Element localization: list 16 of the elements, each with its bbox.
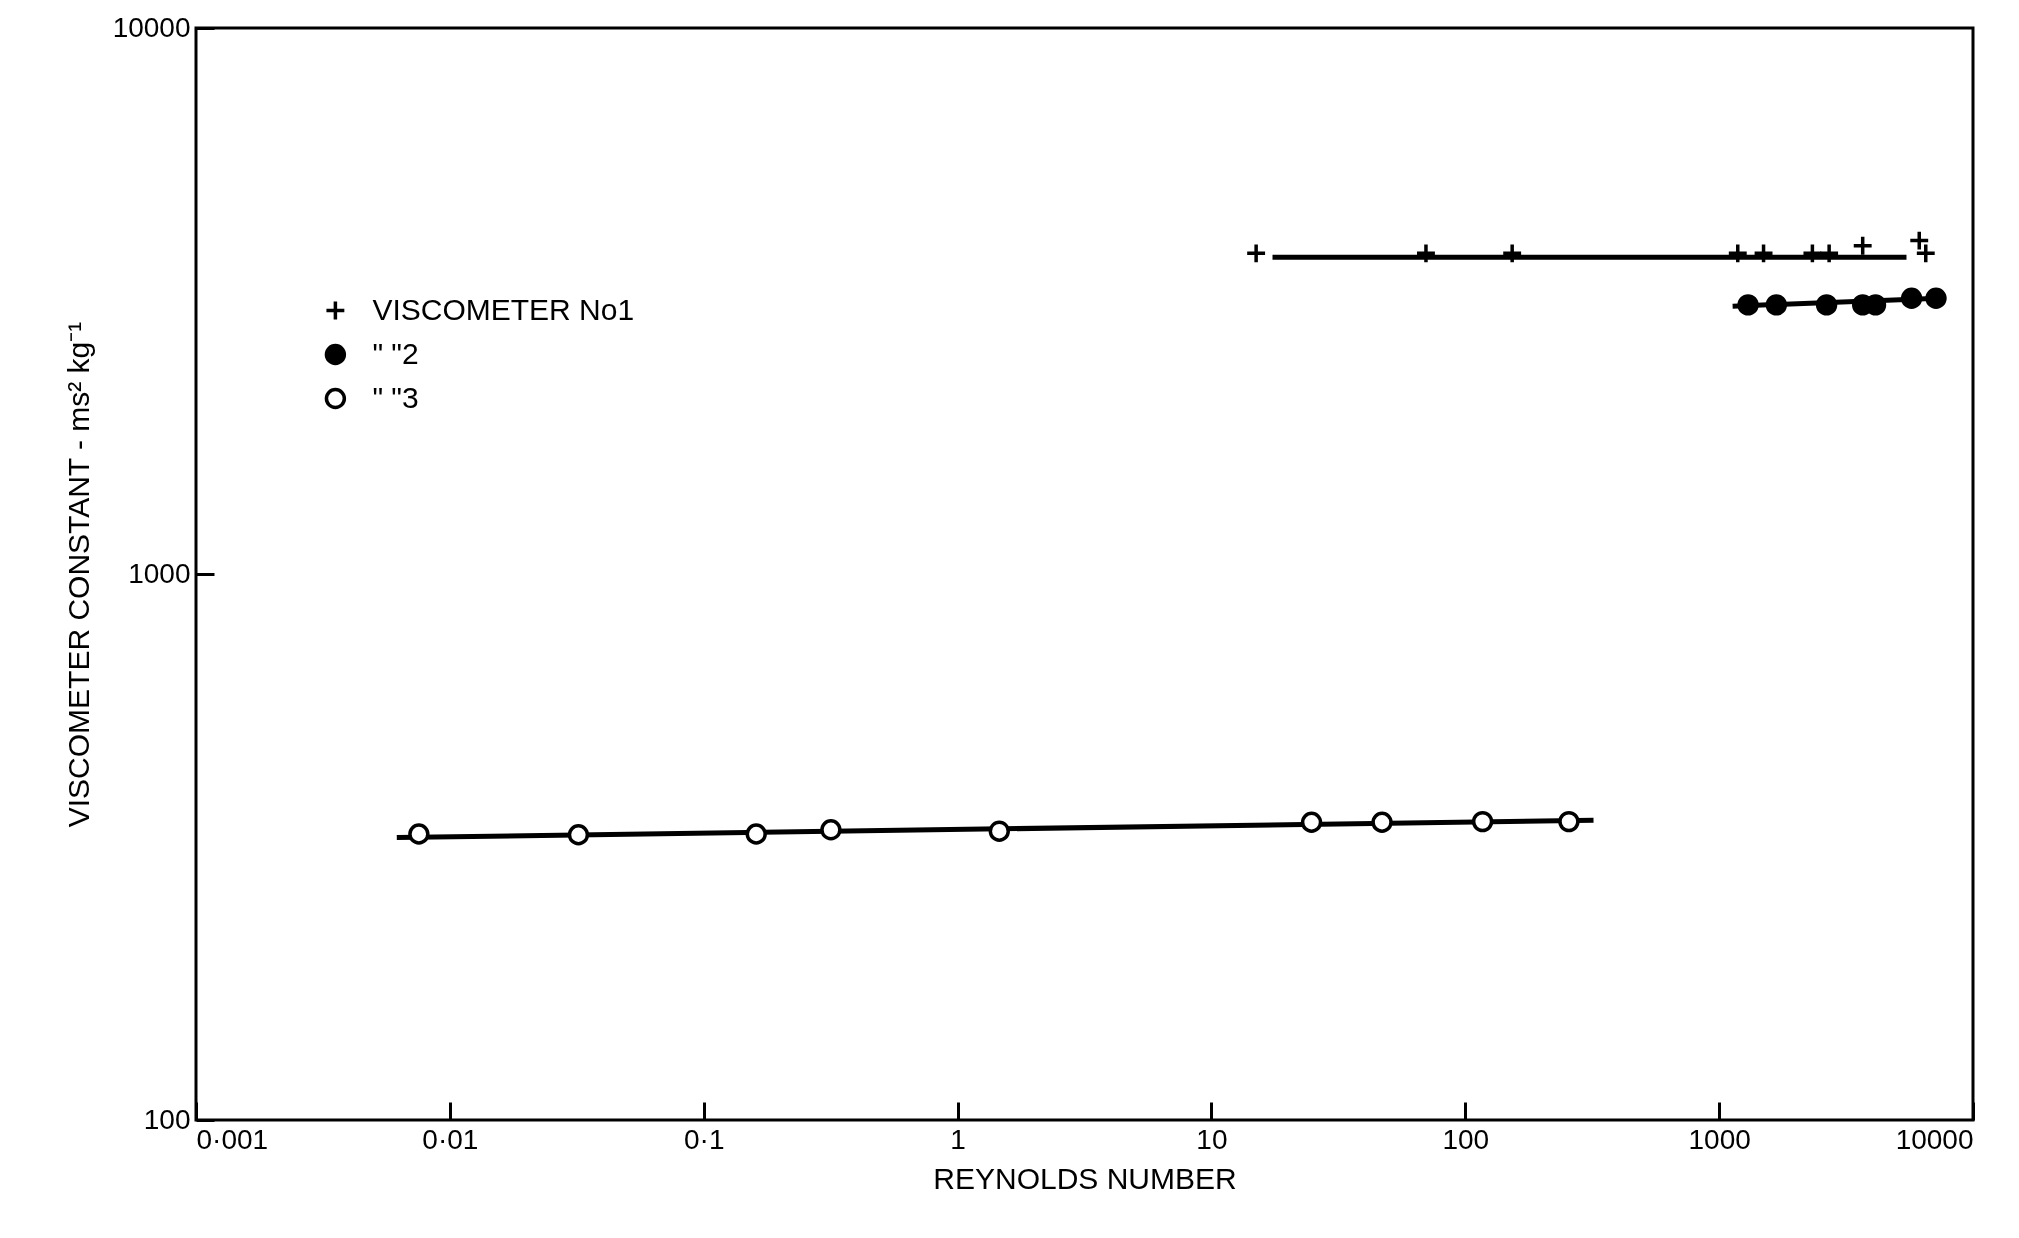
legend-label: " "3 bbox=[372, 380, 419, 414]
x-tick-label: 10000 bbox=[1895, 1123, 1974, 1155]
x-tick-label: 1000 bbox=[1688, 1123, 1751, 1155]
y-tick-label: 100 bbox=[143, 1103, 191, 1135]
x-tick-label: 0·01 bbox=[422, 1123, 479, 1155]
x-tick-label: 0·001 bbox=[196, 1123, 269, 1155]
x-tick-label: 100 bbox=[1442, 1123, 1490, 1155]
y-tick-label: 1000 bbox=[128, 557, 191, 589]
x-tick-label: 1 bbox=[950, 1123, 966, 1155]
x-tick-label: 10 bbox=[1196, 1123, 1228, 1155]
y-tick-label: 10000 bbox=[112, 11, 191, 43]
x-axis-title: REYNOLDS NUMBER bbox=[933, 1161, 1237, 1195]
legend-label: " "2 bbox=[372, 336, 419, 370]
x-tick-label: 0·1 bbox=[683, 1123, 725, 1155]
legend-label: VISCOMETER No1 bbox=[372, 292, 635, 326]
y-axis-title: VISCOMETER CONSTANT - ms² kg⁻¹ bbox=[61, 321, 95, 828]
